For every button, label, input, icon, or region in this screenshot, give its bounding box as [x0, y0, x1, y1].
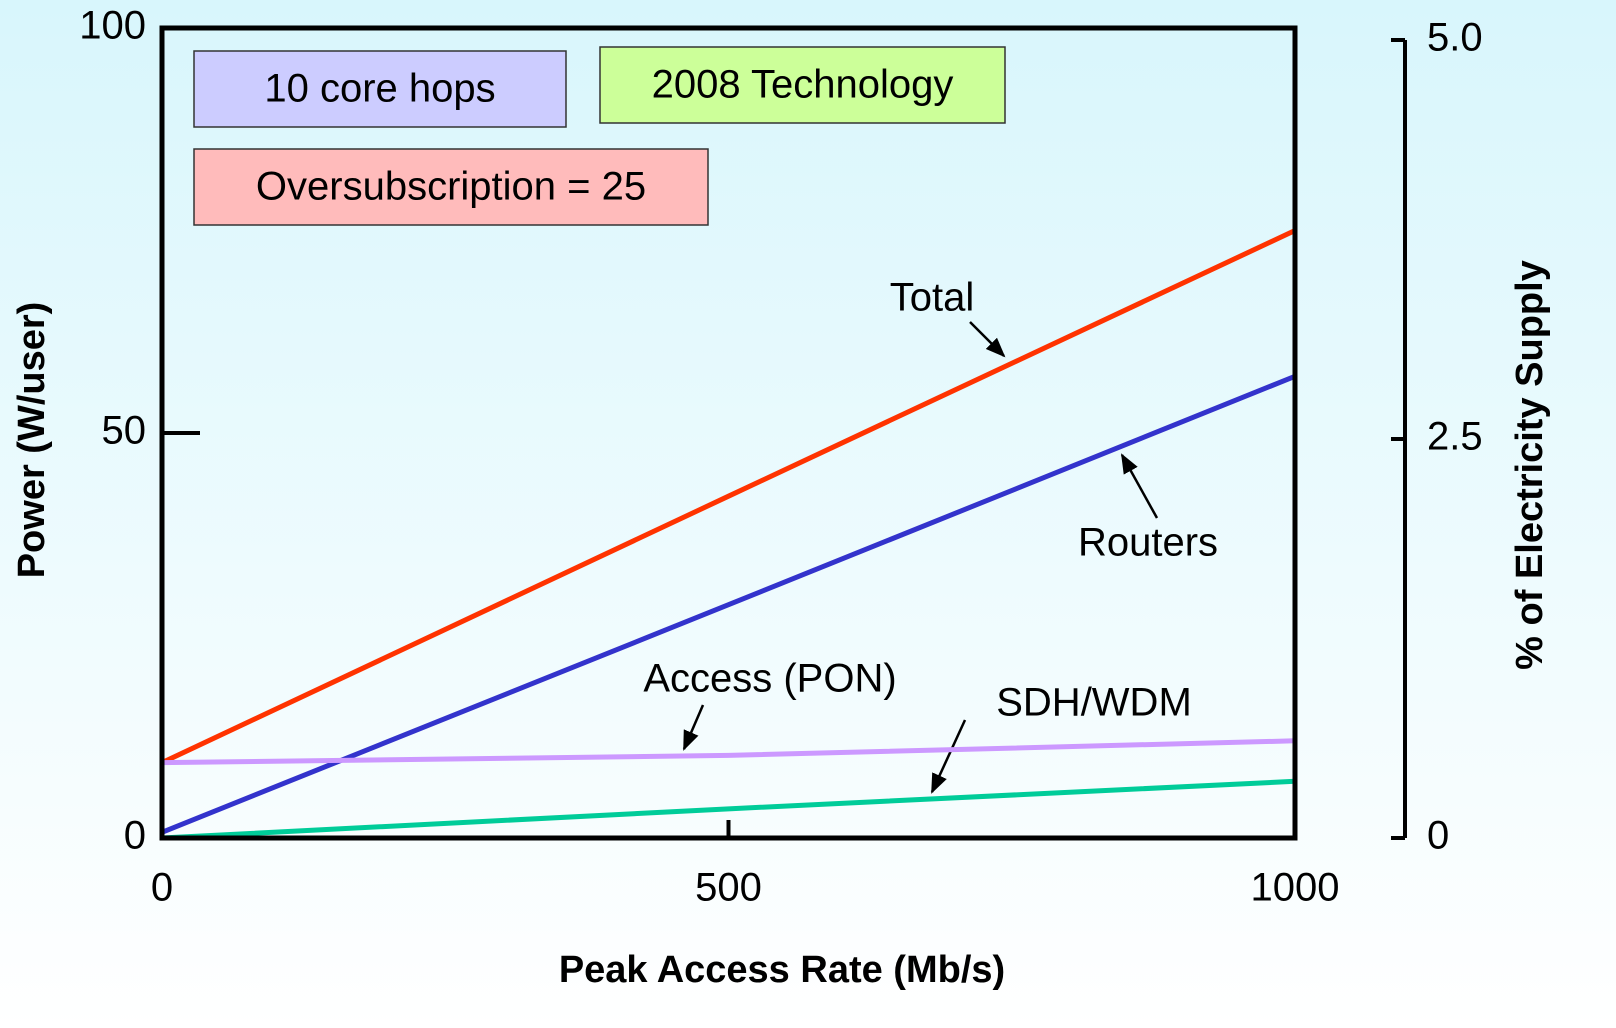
series-line — [160, 228, 1297, 765]
annotation-box — [193, 148, 709, 226]
x-tick-label: 500 — [695, 866, 762, 910]
series-label: Access (PON) — [643, 657, 896, 701]
series-line — [161, 738, 1296, 766]
y-axis-label: Power (W/user) — [11, 302, 53, 579]
y-tick-label: 0 — [124, 814, 146, 858]
series-line — [161, 373, 1296, 835]
y-tick-label: 50 — [102, 409, 147, 453]
x-tick-label: 1000 — [1251, 866, 1340, 910]
annotation-text: Oversubscription = 25 — [256, 165, 646, 209]
y2-tick-label: 2.5 — [1427, 415, 1483, 459]
series-line — [161, 778, 1296, 841]
y2-tick-label: 5.0 — [1427, 16, 1483, 60]
arrows — [682, 321, 1159, 794]
series-label: SDH/WDM — [996, 681, 1192, 725]
annotation-box — [193, 50, 567, 128]
y2-axis-label: % of Electricity Supply — [1509, 260, 1551, 670]
series-label: Total — [890, 276, 975, 320]
annotation-text: 2008 Technology — [652, 63, 954, 107]
annotation-box — [599, 46, 1006, 124]
x-axis-label: Peak Access Rate (Mb/s) — [559, 949, 1005, 991]
series-label: Routers — [1078, 521, 1218, 565]
x-tick-label: 0 — [151, 866, 173, 910]
y2-tick-label: 0 — [1427, 814, 1449, 858]
y-tick-label: 100 — [79, 4, 146, 48]
annotation-text: 10 core hops — [264, 67, 495, 111]
